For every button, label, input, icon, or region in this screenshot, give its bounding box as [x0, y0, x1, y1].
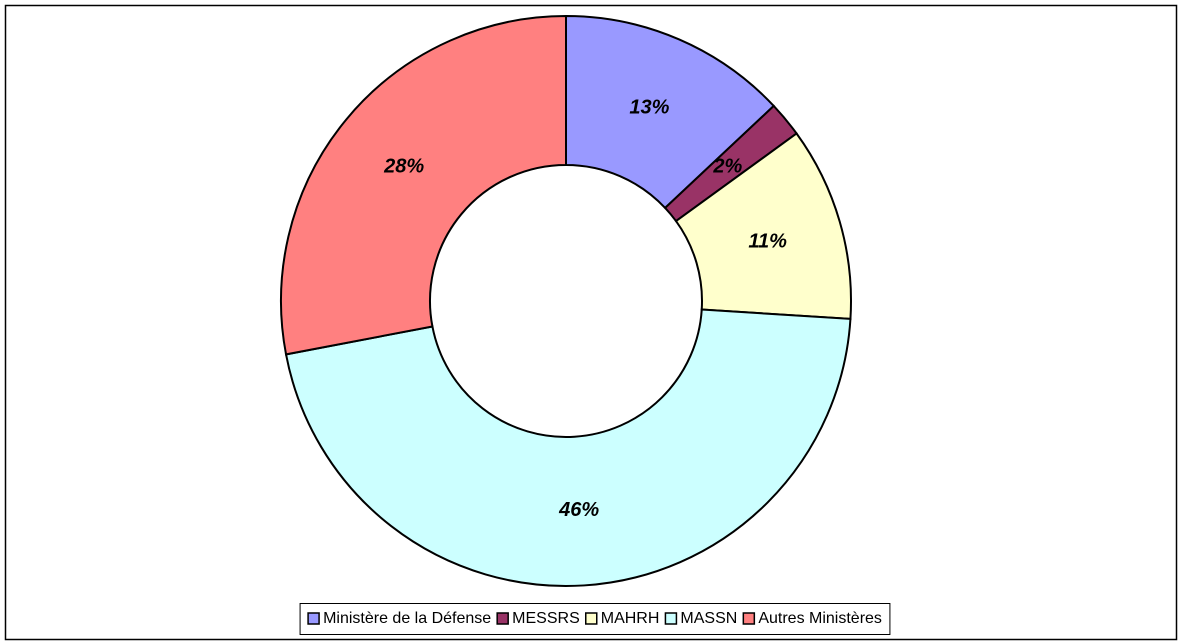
legend-label: MESSRS	[512, 610, 580, 627]
data-label: 46%	[558, 499, 599, 521]
legend-label: MASSN	[680, 610, 737, 627]
legend-label: MAHRH	[601, 610, 660, 627]
data-label: 2%	[712, 155, 742, 177]
legend-label: Ministère de la Défense	[323, 610, 491, 627]
donut-slice	[674, 132, 852, 320]
legend-swatch	[496, 612, 509, 625]
legend-label: Autres Ministères	[758, 610, 882, 627]
data-label: 11%	[748, 231, 787, 253]
legend-swatch	[742, 612, 756, 625]
legend-swatch	[307, 612, 320, 625]
data-label: 13%	[629, 97, 669, 119]
legend-swatch	[664, 612, 678, 625]
legend-swatch	[585, 612, 598, 625]
donut-slice	[565, 14, 776, 210]
donut-slice	[284, 308, 852, 587]
legend: Ministère de la Défense MESSRS MAHRH MASSN A…	[307, 610, 882, 627]
data-label: 28%	[383, 155, 424, 177]
donut-slice	[280, 14, 567, 356]
